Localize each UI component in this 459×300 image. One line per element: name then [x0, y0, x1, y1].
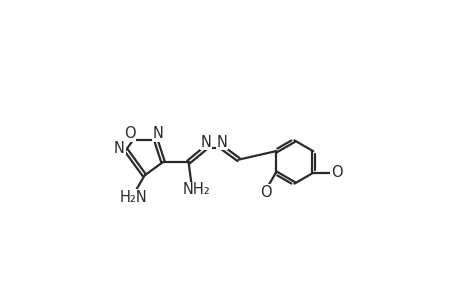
Text: N: N — [216, 135, 227, 150]
Text: O: O — [330, 165, 342, 180]
Text: N: N — [114, 141, 124, 156]
Text: O: O — [260, 185, 271, 200]
Text: NH₂: NH₂ — [182, 182, 209, 197]
Text: O: O — [123, 126, 135, 141]
Text: N: N — [152, 126, 163, 141]
Text: N: N — [200, 135, 211, 150]
Text: H₂N: H₂N — [120, 190, 147, 205]
